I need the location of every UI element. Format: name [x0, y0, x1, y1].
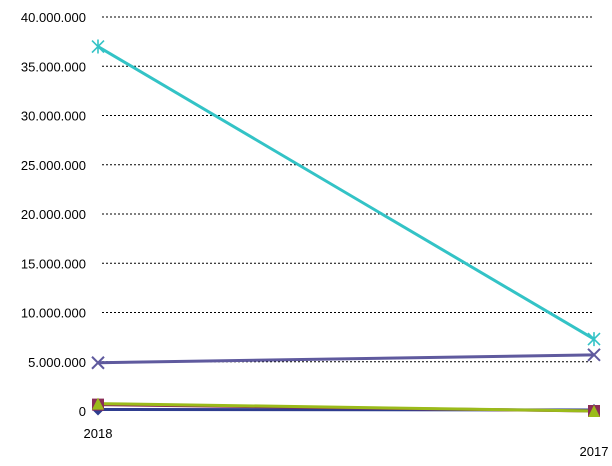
x-axis-tick-labels: 2018 2017 — [84, 426, 609, 459]
series-markers — [91, 39, 601, 417]
y-tick-label: 25.000.000 — [21, 158, 86, 173]
series-line — [97, 45, 595, 341]
y-axis-tick-labels: 0 5.000.000 10.000.000 15.000.000 20.000.000… — [21, 10, 86, 419]
gridlines — [102, 16, 594, 363]
y-tick-label: 35.000.000 — [21, 59, 86, 74]
data-point-marker — [587, 348, 601, 362]
y-tick-label: 30.000.000 — [21, 109, 86, 124]
data-point-marker — [92, 397, 104, 410]
y-tick-label: 15.000.000 — [21, 256, 86, 271]
data-point-marker — [587, 332, 601, 347]
series-line — [97, 402, 595, 413]
x-tick-label: 2018 — [84, 426, 113, 441]
data-point-marker — [588, 405, 600, 417]
y-tick-label: 5.000.000 — [28, 355, 86, 370]
y-tick-label: 10.000.000 — [21, 306, 86, 321]
y-tick-label: 0 — [79, 404, 86, 419]
y-tick-label: 40.000.000 — [21, 10, 86, 25]
y-tick-label: 20.000.000 — [21, 207, 86, 222]
series-line — [97, 353, 595, 365]
data-point-marker — [91, 39, 105, 54]
series-lines — [97, 45, 595, 413]
data-point-marker — [91, 356, 105, 370]
x-tick-label: 2017 — [580, 444, 609, 459]
